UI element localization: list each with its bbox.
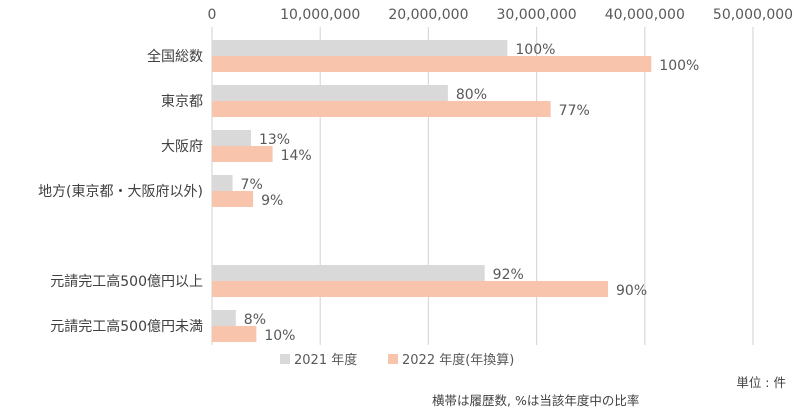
bar	[212, 310, 236, 326]
category-label: 元請完工高500億円以上	[50, 273, 203, 290]
legend-swatch	[388, 354, 398, 364]
bar	[212, 130, 251, 146]
data-label: 7%	[241, 177, 263, 193]
bar	[212, 175, 233, 191]
legend-label: 2022 年度(年換算)	[402, 352, 514, 368]
bar	[212, 56, 652, 72]
data-label: 9%	[261, 193, 283, 209]
bar	[212, 191, 254, 207]
bar	[212, 101, 551, 117]
unit-note: 単位 : 件	[736, 375, 786, 390]
x-tick-label: 0	[208, 7, 217, 23]
x-axis-tick-labels: 0 10,000,000 20,000,000 30,000,000 40,000,00…	[208, 7, 794, 23]
bar-data-labels: 100% 80% 13% 7% 92% 8% 100% 77% 14% 9% 90% 10%	[241, 42, 700, 344]
caption-note: 横帯は履歴数, %は当該年度中の比率	[432, 393, 640, 408]
data-label: 100%	[515, 42, 555, 58]
category-label: 元請完工高500億円未満	[50, 318, 203, 335]
data-label: 80%	[456, 87, 487, 103]
bar	[212, 265, 485, 281]
data-label: 92%	[493, 267, 524, 283]
legend-swatch	[280, 354, 290, 364]
data-label: 90%	[616, 283, 647, 299]
bars	[212, 40, 652, 342]
bar	[212, 40, 508, 56]
x-tick-label: 20,000,000	[388, 7, 468, 23]
bar	[212, 85, 448, 101]
x-tick-label: 50,000,000	[713, 7, 793, 23]
category-label: 東京都	[161, 94, 203, 110]
x-tick-label: 10,000,000	[280, 7, 360, 23]
bar	[212, 146, 273, 162]
category-label: 大阪府	[161, 139, 203, 155]
data-label: 13%	[259, 132, 290, 148]
legend-label: 2021 年度	[294, 352, 357, 368]
data-label: 14%	[281, 148, 312, 164]
category-label: 全国総数	[147, 48, 203, 65]
gridlines	[211, 27, 754, 345]
bar	[212, 281, 609, 297]
data-label: 100%	[659, 58, 699, 74]
data-label: 77%	[559, 103, 590, 119]
data-label: 8%	[244, 312, 266, 328]
x-tick-label: 30,000,000	[497, 7, 577, 23]
bar	[212, 326, 257, 342]
category-label: 地方(東京都・大阪府以外)	[38, 184, 203, 200]
legend: 2021 年度 2022 年度(年換算)	[280, 352, 514, 368]
x-tick-label: 40,000,000	[605, 7, 685, 23]
data-label: 10%	[264, 328, 295, 344]
